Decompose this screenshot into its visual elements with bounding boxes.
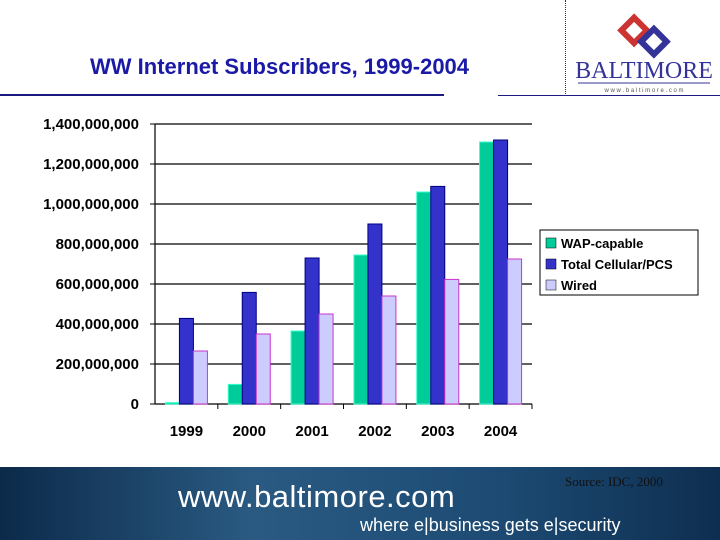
x-tick-label: 2000 — [233, 423, 266, 440]
y-tick-label: 1,000,000,000 — [43, 196, 139, 213]
legend-box — [539, 229, 699, 296]
x-tick-label: 1999 — [170, 423, 203, 440]
svg-text:w w w . b a l t i m o r e . c: w w w . b a l t i m o r e . c o m — [603, 88, 683, 94]
y-tick-label: 0 — [131, 396, 139, 413]
dotted-divider — [565, 0, 566, 96]
footer-banner: www.baltimore.com where e|business gets … — [0, 467, 720, 540]
bar-wired-2003 — [444, 278, 460, 405]
bar-chart: 0 200,000,000 400,000,000 600,000,000 800,00… — [43, 116, 699, 440]
bar-total-cellular-pcs-2003 — [430, 185, 446, 405]
legend-label: WAP-capable — [561, 236, 643, 251]
banner-url: www.baltimore.com — [178, 479, 456, 514]
bar-wired-1999 — [192, 350, 208, 405]
title-rule-right — [498, 95, 720, 96]
svg-text:BALTIMORE: BALTIMORE — [576, 58, 712, 84]
legend-swatch — [545, 258, 557, 270]
bar-total-cellular-pcs-2001 — [304, 257, 320, 405]
bar-total-cellular-pcs-2002 — [367, 223, 383, 405]
y-tick-label: 600,000,000 — [56, 276, 139, 293]
legend-swatch — [545, 237, 557, 249]
bar-wap-capable-2000 — [227, 383, 243, 405]
baltimore-logo: BALTIMORE w w w . b a l t i m o r e . c … — [576, 13, 712, 94]
legend-swatch — [545, 279, 557, 291]
legend-label: Wired — [561, 278, 597, 293]
banner-tagline: where e|business gets e|security — [360, 515, 621, 535]
x-tick-label: 2003 — [421, 423, 454, 440]
bar-total-cellular-pcs-1999 — [178, 317, 194, 405]
legend-label: Total Cellular/PCS — [561, 257, 673, 272]
bar-wired-2000 — [255, 333, 271, 405]
bar-total-cellular-pcs-2004 — [493, 139, 509, 405]
bar-wired-2001 — [318, 313, 334, 405]
slide-title: WW Internet Subscribers, 1999-2004 — [90, 54, 470, 79]
x-tick-label: 2004 — [484, 423, 518, 440]
bar-wired-2004 — [507, 258, 523, 405]
bar-wap-capable-2001 — [290, 330, 306, 405]
bar-wap-capable-2003 — [416, 191, 432, 405]
y-tick-label: 1,200,000,000 — [43, 156, 139, 173]
y-tick-label: 800,000,000 — [56, 236, 139, 253]
x-tick-label: 2002 — [358, 423, 391, 440]
y-tick-label: 1,400,000,000 — [43, 116, 139, 133]
bar-wap-capable-2004 — [479, 141, 495, 405]
x-tick-label: 2001 — [295, 423, 328, 440]
source-note: Source: IDC, 2000 — [565, 474, 663, 489]
bar-wap-capable-1999 — [164, 402, 180, 405]
bar-wired-2002 — [381, 295, 397, 405]
bar-total-cellular-pcs-2000 — [241, 291, 257, 405]
title-rule — [0, 94, 444, 96]
bar-wap-capable-2002 — [353, 254, 369, 405]
y-tick-label: 400,000,000 — [56, 316, 139, 333]
y-tick-label: 200,000,000 — [56, 356, 139, 373]
